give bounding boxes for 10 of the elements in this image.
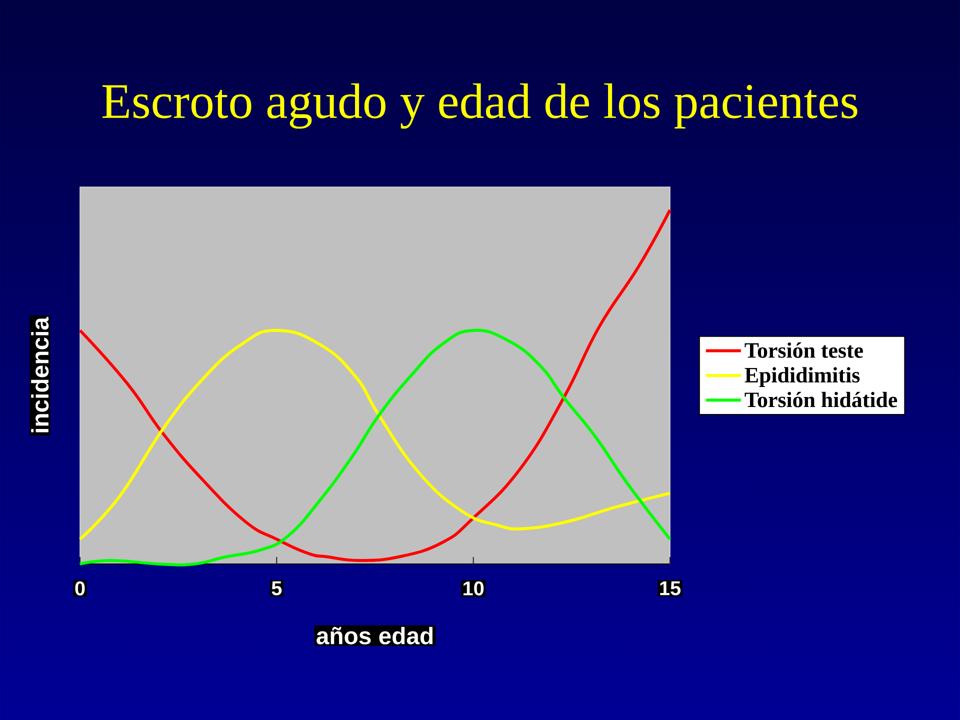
legend-label: Epididimitis <box>744 367 860 388</box>
legend-label: Torsión teste <box>744 342 863 358</box>
chart-title: Escroto agudo y edad de los pacientes <box>102 83 858 129</box>
x-tick-label: 10 <box>464 581 484 596</box>
x-axis-title: años edad <box>316 626 433 644</box>
x-tick-label: 0 <box>75 581 85 596</box>
legend-label: Torsión hidátide <box>744 392 898 408</box>
x-tick-label: 15 <box>660 581 681 596</box>
y-axis-title: incidencia <box>31 316 49 432</box>
x-tick-label: 5 <box>272 581 282 596</box>
